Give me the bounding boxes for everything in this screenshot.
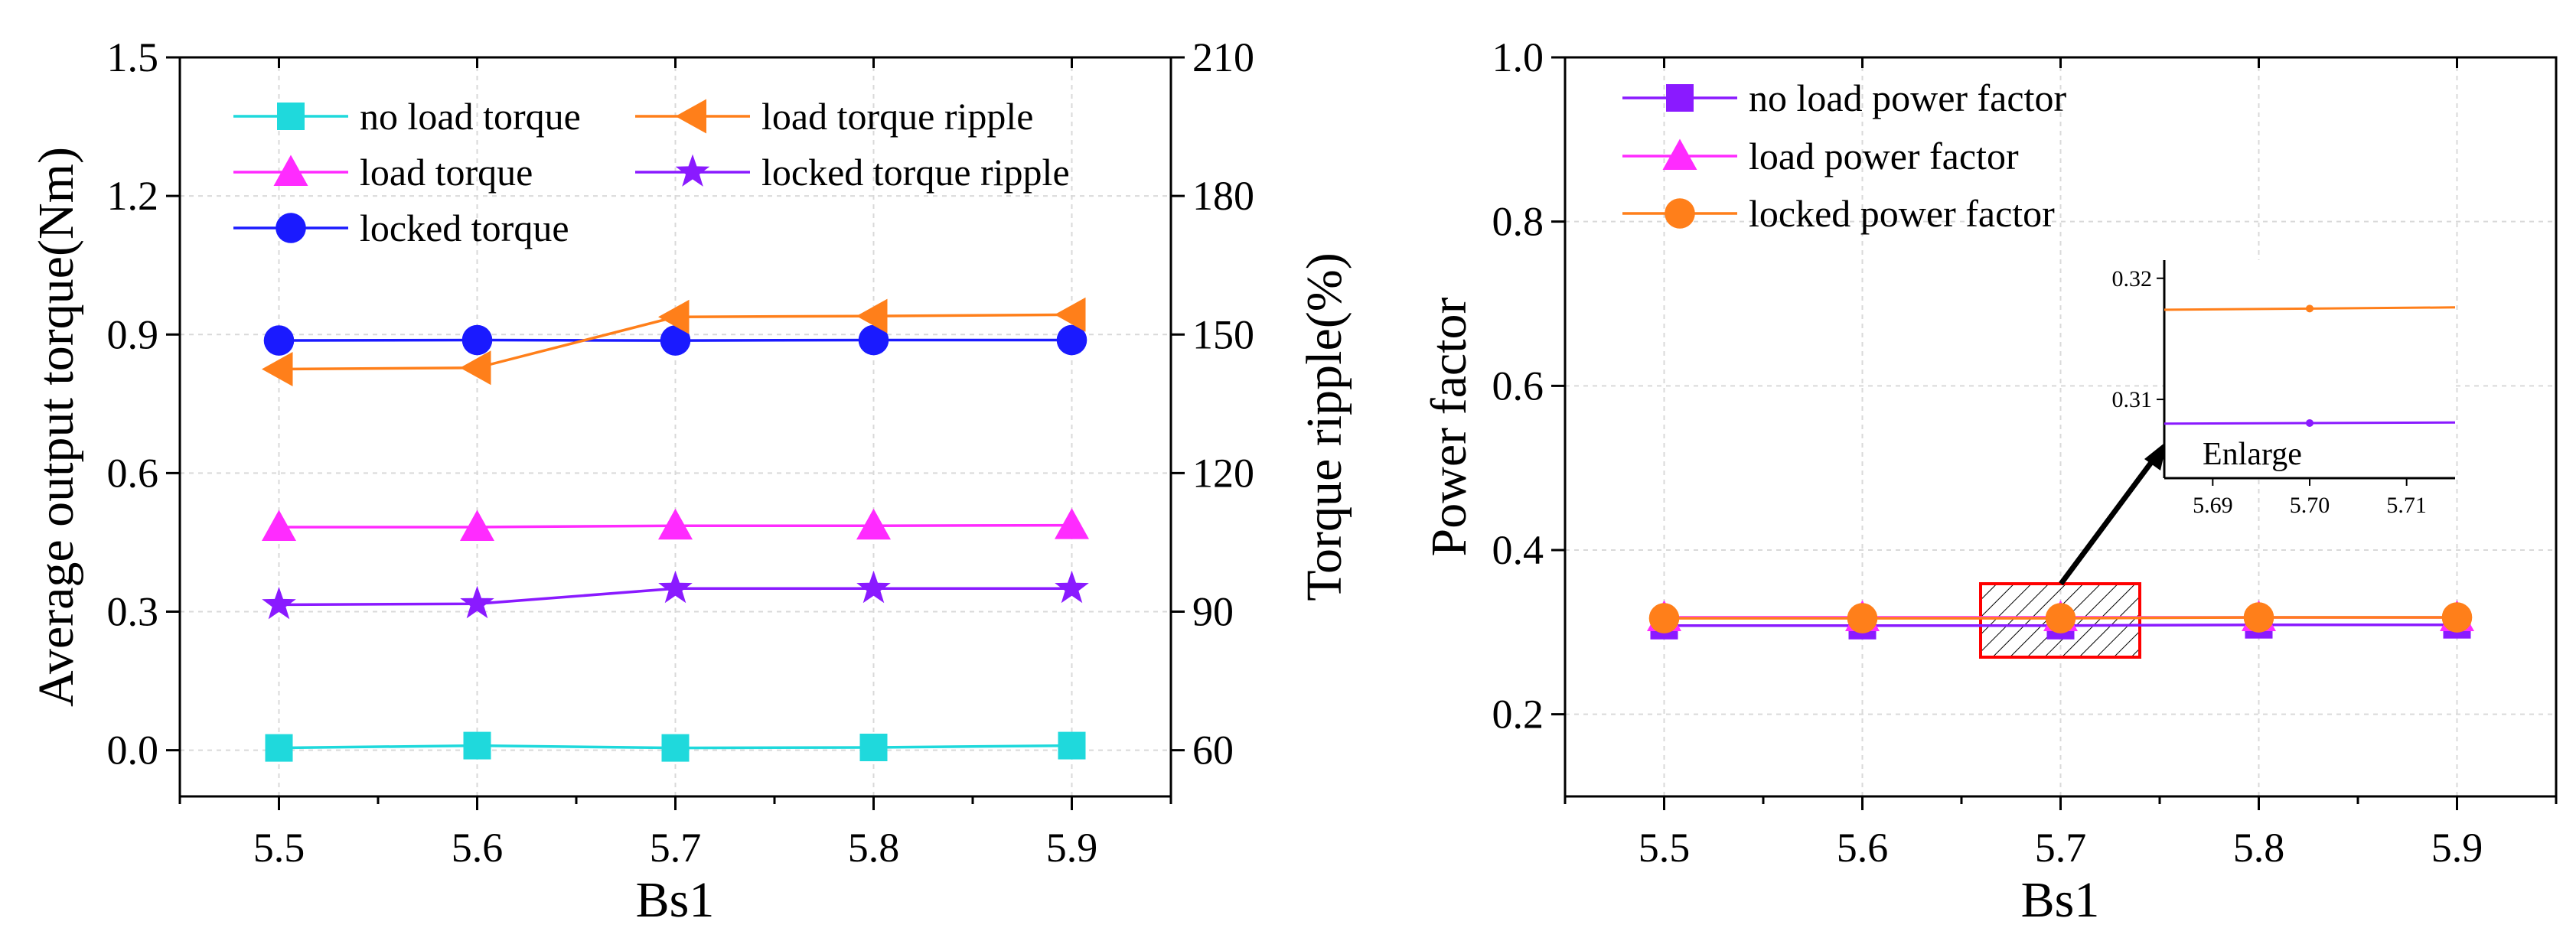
x-tick-label: 5.8 [2233,825,2285,871]
legend-marker [675,154,710,187]
legend-marker [276,213,306,243]
legend-marker [277,103,305,130]
data-point-load-torque [262,510,296,542]
data-point-locked-torque [461,324,493,356]
legend-marker [273,155,308,186]
y-tick-label: 1.2 [107,173,159,219]
data-point-load-torque-ripple [1055,297,1086,332]
legend-label: locked torque [360,207,569,249]
power-factor-y-axis-title: Power factor [1421,297,1477,556]
torque-x-axis-title: Bs1 [636,872,715,928]
zoom-arrowhead [2144,441,2167,470]
data-point-locked-power-factor [2045,603,2076,633]
legend-label: no load power factor [1749,77,2066,119]
power-factor-chart: 5.5 5.6 5.7 5.8 5.90.20.40.60.81.0 5.69 5.70 5… [1421,34,2558,928]
inset-x-tick-label: 5.70 [2290,493,2330,518]
zoom-arrow [2059,453,2159,586]
y-tick-label: 0.8 [1492,199,1544,245]
torque-axis-ticks: 5.5 5.6 5.7 5.8 5.9 0.0 0.3 0.6 0.9 1.2 1.5 60 90 120… [107,34,1255,871]
x-tick-label: 5.7 [2035,825,2087,871]
legend-marker [1666,84,1694,112]
power-factor-legend: no load power factor load power factor loc… [1622,77,2066,235]
data-point-no-load-torque [265,734,293,762]
power-factor-x-axis-title: Bs1 [2021,872,2100,928]
data-point-load-torque-ripple [262,352,293,387]
data-point-load-torque [856,508,891,540]
y2-tick-label: 150 [1192,311,1254,357]
legend-label: no load torque [360,95,581,138]
data-point-load-torque-ripple [658,299,690,334]
data-point-no-load-torque [1058,731,1086,760]
y-tick-label: 1.0 [1492,34,1544,80]
data-point-locked-torque-ripple [460,585,494,619]
data-point-locked-torque-ripple [1055,570,1089,604]
y2-tick-label: 120 [1192,450,1254,496]
torque-legend: no load torque load torque locked torque lo… [233,95,1070,249]
torque-y2-axis-title: Torque ripple(%) [1296,252,1352,601]
torque-series [262,297,1089,762]
inset-point-no-load-power-factor [2306,418,2314,427]
data-point-load-torque [658,508,693,540]
x-tick-label: 5.9 [2431,825,2483,871]
y-tick-label: 1.5 [107,34,159,80]
inset-background [2164,260,2455,478]
legend-marker [1665,198,1695,229]
data-point-no-load-torque [859,734,888,762]
data-point-locked-torque [858,324,889,356]
data-point-load-torque-ripple [856,298,888,334]
data-point-locked-power-factor [1847,603,1878,633]
data-point-no-load-torque [463,731,491,760]
data-point-no-load-torque [661,734,690,762]
y-tick-label: 0.4 [1492,527,1544,573]
data-point-locked-torque [660,325,691,356]
data-point-load-torque [1055,508,1089,539]
y-tick-label: 0.2 [1492,692,1544,737]
inset-label: Enlarge [2203,437,2302,472]
data-point-locked-power-factor [2441,602,2473,633]
legend-marker [1662,138,1697,170]
x-tick-label: 5.6 [1837,825,1889,871]
torque-chart: 5.5 5.6 5.7 5.8 5.9 0.0 0.3 0.6 0.9 1.2 1.5 60 90 120… [28,34,1352,928]
data-point-locked-power-factor [1648,603,1680,633]
data-point-locked-torque [263,325,295,356]
y2-tick-label: 60 [1192,728,1234,773]
inset-x-tick-label: 5.71 [2386,493,2427,518]
y-tick-label: 0.3 [107,589,159,635]
y2-tick-label: 180 [1192,173,1254,219]
y-tick-label: 0.6 [107,450,159,496]
legend-label: load power factor [1749,135,2019,177]
legend-label: locked torque ripple [761,151,1070,194]
x-tick-label: 5.6 [452,825,504,871]
x-tick-label: 5.7 [650,825,702,871]
legend-label: load torque [360,151,533,194]
x-tick-label: 5.5 [1639,825,1691,871]
y-tick-label: 0.9 [107,311,159,357]
y-tick-label: 0.6 [1492,363,1544,409]
inset-point-locked-power-factor [2306,304,2314,313]
data-point-load-torque-ripple [460,350,491,386]
legend-marker [675,99,706,134]
data-point-locked-torque-ripple [658,570,693,604]
data-point-locked-torque-ripple [856,570,891,604]
y2-tick-label: 210 [1192,34,1254,80]
power-factor-series [1647,600,2474,640]
x-tick-label: 5.8 [848,825,900,871]
y2-tick-label: 90 [1192,589,1234,635]
legend-label: locked power factor [1749,192,2055,235]
legend-label: load torque ripple [761,95,1033,138]
inset-y-tick-label: 0.31 [2112,387,2153,412]
x-tick-label: 5.9 [1046,825,1098,871]
data-point-locked-power-factor [2243,602,2274,633]
enlarge-inset: 5.69 5.70 5.71 0.31 0.32 Enlarge [2112,260,2456,518]
x-tick-label: 5.5 [253,825,305,871]
data-point-load-torque [460,510,494,542]
inset-y-tick-label: 0.32 [2112,266,2153,291]
power-factor-axis-ticks: 5.5 5.6 5.7 5.8 5.9 0.2 0.4 0.6 0.8 1.0 [1492,34,2558,871]
torque-y-axis-title: Average output torque(Nm) [28,147,84,707]
data-point-locked-torque-ripple [262,587,296,620]
data-point-locked-torque [1056,324,1087,356]
y-tick-label: 0.0 [107,728,159,773]
inset-x-tick-label: 5.69 [2193,493,2233,518]
